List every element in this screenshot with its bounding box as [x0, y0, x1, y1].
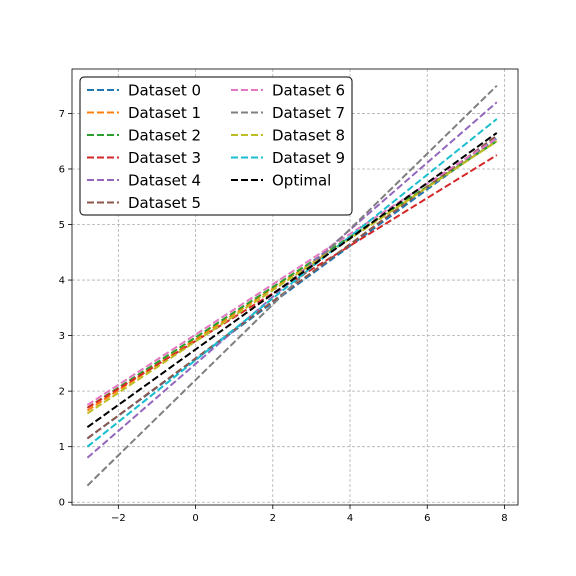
y-tick-label: 1 — [59, 442, 65, 453]
legend-label: Dataset 7 — [272, 104, 345, 122]
legend-label: Dataset 0 — [128, 82, 201, 100]
legend-label: Dataset 5 — [128, 194, 201, 212]
y-tick-label: 3 — [59, 331, 65, 342]
plot-frame — [71, 68, 519, 506]
series-lines — [86, 84, 498, 487]
legend-label: Dataset 2 — [128, 127, 201, 145]
series-line — [86, 140, 498, 415]
legend-label: Dataset 4 — [128, 172, 201, 190]
y-tick-label: 4 — [59, 276, 65, 287]
legend-label: Dataset 1 — [128, 104, 201, 122]
series-line — [86, 118, 498, 448]
series-line — [86, 84, 498, 487]
axis-ticks: −2 0 2 4 6 8 0 1 2 3 4 5 6 7 — [59, 109, 508, 524]
x-tick-label: 4 — [347, 513, 353, 524]
y-tick-label: 2 — [59, 387, 65, 398]
y-tick-label: 0 — [59, 498, 65, 509]
legend-label: Dataset 3 — [128, 149, 201, 167]
legend-label: Optimal — [272, 172, 331, 190]
x-tick-label: 2 — [270, 513, 276, 524]
legend-label: Dataset 6 — [272, 82, 345, 100]
x-tick-label: 6 — [424, 513, 430, 524]
legend-label: Dataset 9 — [272, 149, 345, 167]
legend-label: Dataset 8 — [272, 127, 345, 145]
legend-box — [79, 76, 353, 216]
y-tick-label: 5 — [59, 220, 65, 231]
series-line — [86, 132, 498, 429]
y-tick-label: 6 — [59, 164, 65, 175]
series-line — [86, 140, 498, 409]
y-tick-label: 7 — [59, 109, 65, 120]
series-line — [86, 154, 498, 409]
series-line — [86, 137, 498, 406]
x-tick-label: −2 — [111, 513, 126, 524]
x-tick-label: 0 — [192, 513, 198, 524]
x-tick-label: 8 — [501, 513, 507, 524]
legend: Dataset 0 Dataset 1 Dataset 2 Dataset 3 Data… — [79, 76, 353, 216]
